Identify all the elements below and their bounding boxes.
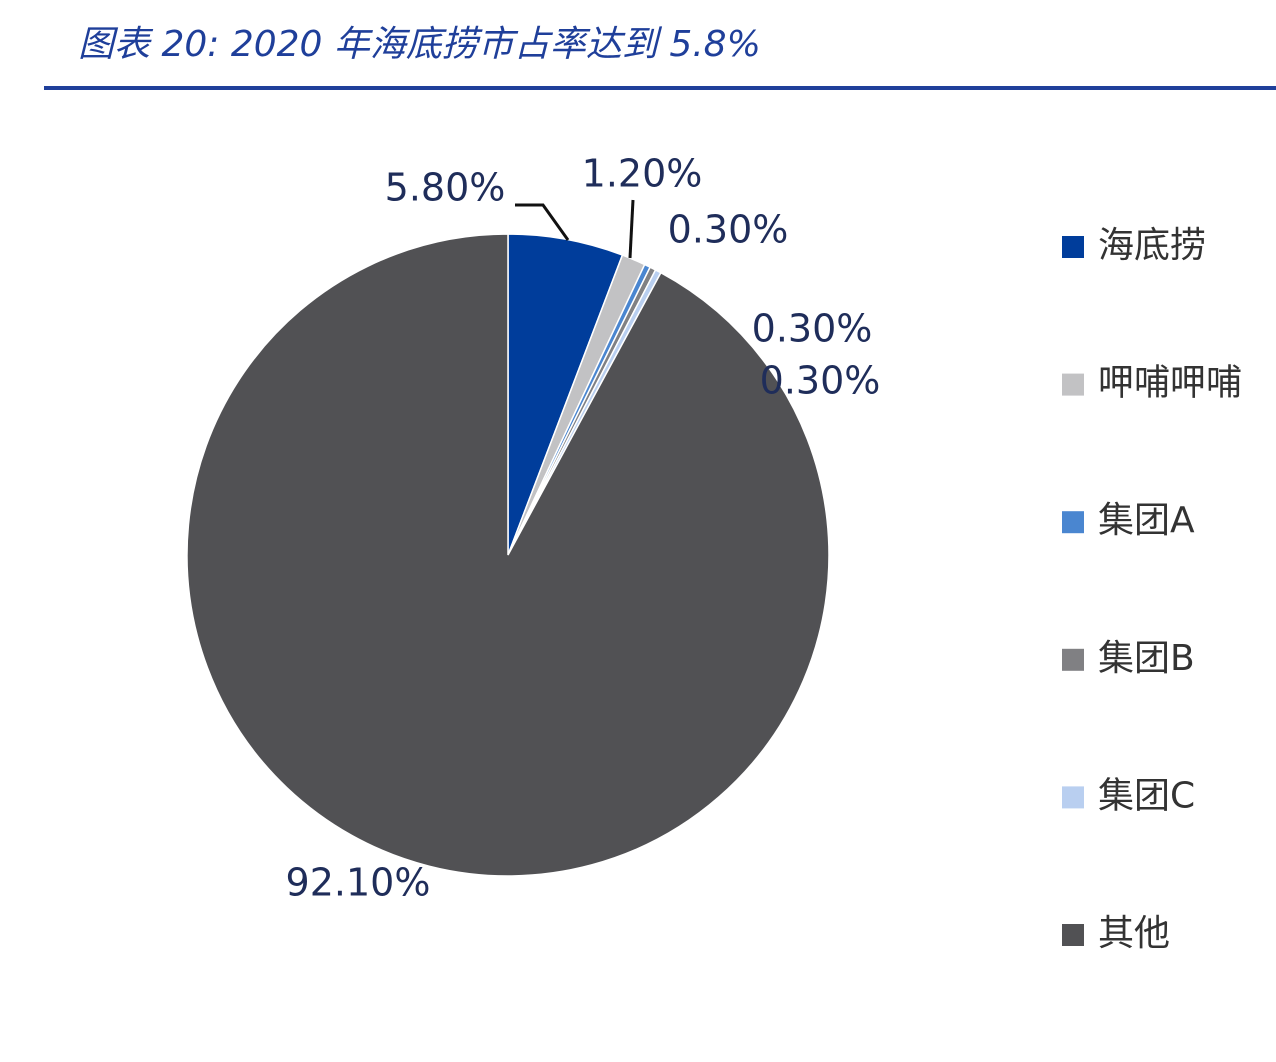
legend-label: 集团C (1098, 775, 1195, 816)
legend-swatch (1062, 236, 1084, 258)
data-label: 92.10% (286, 861, 431, 905)
data-label: 0.30% (760, 359, 881, 403)
legend-label: 集团B (1098, 638, 1195, 679)
data-label: 0.30% (668, 208, 789, 252)
legend-label: 海底捞 (1098, 225, 1206, 266)
leader-line (515, 203, 570, 241)
legend-label: 集团A (1098, 500, 1195, 541)
data-label: 5.80% (385, 166, 506, 210)
pie-slice (186, 233, 830, 877)
legend-swatch (1062, 373, 1084, 396)
chart-title: 图表 20: 2020 年海底捞市占率达到 5.8% (78, 24, 761, 65)
data-label: 0.30% (752, 307, 873, 351)
legend-label: 其他 (1098, 913, 1170, 954)
legend-swatch (1062, 511, 1084, 534)
legend-swatch (1062, 924, 1084, 946)
data-label: 1.20% (582, 152, 703, 196)
leader-line (628, 199, 635, 259)
legend-swatch (1062, 786, 1084, 809)
legend-swatch (1062, 648, 1084, 671)
legend-label: 呷哺呷哺 (1098, 363, 1242, 404)
